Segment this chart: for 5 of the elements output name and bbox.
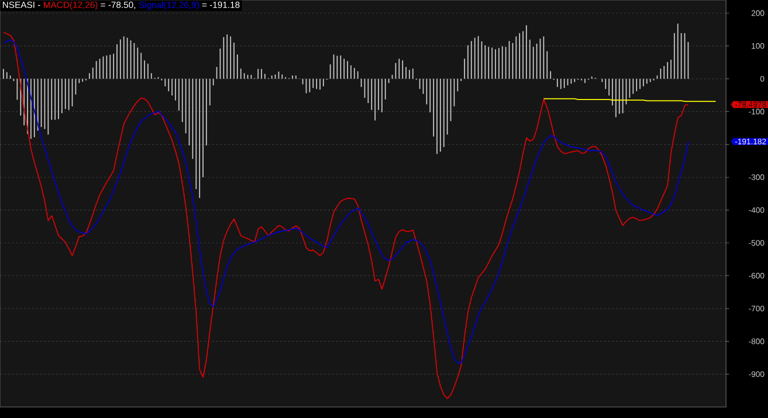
annotation: = -191.18 bbox=[202, 2, 240, 8]
text: MACD(12,26) bbox=[44, 1, 98, 10]
chart-title: NSEASI - bbox=[2, 2, 40, 8]
text: Signal(12,26,9) bbox=[138, 1, 199, 10]
annotation: = -78.50, bbox=[100, 2, 136, 10]
